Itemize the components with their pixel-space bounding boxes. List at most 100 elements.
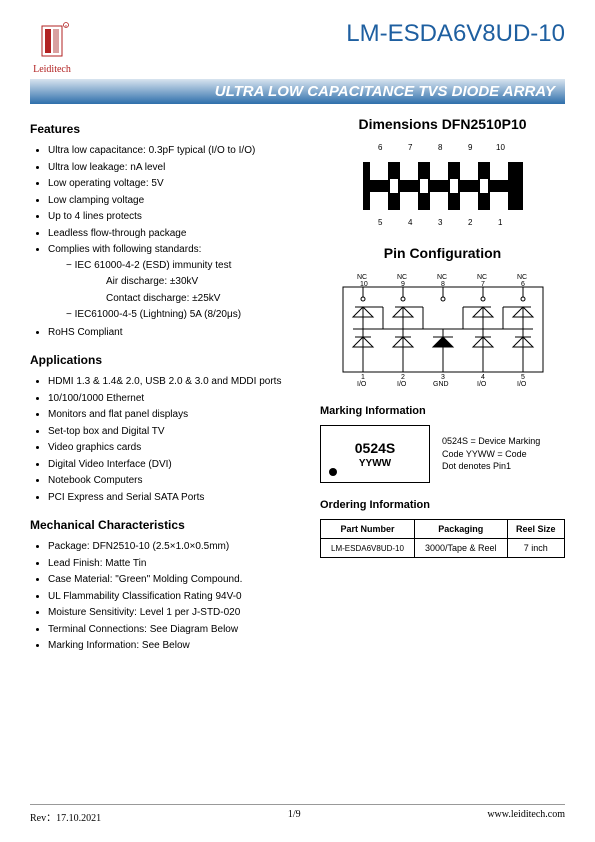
application-item: PCI Express and Serial SATA Ports (48, 491, 300, 505)
mechanical-item: Moisture Sensitivity: Level 1 per J-STD-… (48, 606, 300, 620)
standard-sub: Air discharge: ±30kV (106, 275, 300, 289)
table-cell: 3000/Tape & Reel (415, 539, 508, 558)
standard-item: IEC61000-4-5 (Lightning) 5A (8/20μs) (66, 308, 300, 322)
application-item: Monitors and flat panel displays (48, 408, 300, 422)
svg-text:4: 4 (481, 374, 485, 381)
marking-yyww: YYWW (359, 458, 391, 469)
mechanical-list: Package: DFN2510-10 (2.5×1.0×0.5mm) Lead… (30, 540, 300, 653)
feature-item: Up to 4 lines protects (48, 210, 300, 224)
mechanical-item: Case Material: "Green" Molding Compound. (48, 573, 300, 587)
marking-desc-line: 0524S = Device Marking (442, 435, 540, 448)
dimensions-heading: Dimensions DFN2510P10 (320, 116, 565, 132)
svg-text:I/O: I/O (397, 381, 407, 388)
application-item: Video graphics cards (48, 441, 300, 455)
application-item: 10/100/1000 Ethernet (48, 392, 300, 406)
mechanical-item: Marking Information: See Below (48, 639, 300, 653)
standard-item: IEC 61000-4-2 (ESD) immunity test (66, 259, 300, 273)
svg-text:NC: NC (437, 274, 447, 281)
mechanical-item: Terminal Connections: See Diagram Below (48, 623, 300, 637)
svg-text:NC: NC (517, 274, 527, 281)
dimensions-diagram: 6 7 8 9 10 5 4 3 2 1 (338, 140, 548, 235)
svg-text:5: 5 (521, 374, 525, 381)
svg-text:8: 8 (438, 143, 443, 152)
feature-item: Complies with following standards: (48, 243, 300, 257)
footer: Rev：17.10.2021 1/9 www.leiditech.com (30, 804, 565, 824)
pin-config-diagram: NC10 NC9 NC8 NC7 NC6 (333, 269, 553, 389)
header: R Leiditech LM-ESDA6V8UD-10 (30, 20, 565, 75)
feature-item: Leadless flow-through package (48, 227, 300, 241)
application-item: Notebook Computers (48, 474, 300, 488)
feature-item: Low clamping voltage (48, 194, 300, 208)
footer-url: www.leiditech.com (487, 809, 565, 824)
svg-text:2: 2 (401, 374, 405, 381)
applications-list: HDMI 1.3 & 1.4& 2.0, USB 2.0 & 3.0 and M… (30, 375, 300, 504)
svg-text:NC: NC (357, 274, 367, 281)
svg-text:7: 7 (408, 143, 413, 152)
standards-list: IEC 61000-4-2 (ESD) immunity test Air di… (48, 259, 300, 322)
left-column: Features Ultra low capacitance: 0.3pF ty… (30, 116, 300, 667)
mechanical-heading: Mechanical Characteristics (30, 518, 300, 532)
feature-item: RoHS Compliant (48, 326, 300, 340)
table-header: Packaging (415, 520, 508, 539)
part-number: LM-ESDA6V8UD-10 (346, 20, 565, 48)
svg-text:8: 8 (441, 281, 445, 288)
svg-text:I/O: I/O (517, 381, 527, 388)
marking-info: 0524S YYWW 0524S = Device Marking Code Y… (320, 425, 565, 483)
footer-rev: Rev：17.10.2021 (30, 809, 101, 824)
table-cell: 7 inch (507, 539, 564, 558)
svg-text:GND: GND (433, 381, 449, 388)
feature-item: Ultra low leakage: nA level (48, 161, 300, 175)
svg-text:I/O: I/O (477, 381, 487, 388)
svg-text:9: 9 (401, 281, 405, 288)
svg-text:10: 10 (360, 281, 368, 288)
features-heading: Features (30, 122, 300, 136)
marking-box: 0524S YYWW (320, 425, 430, 483)
svg-text:9: 9 (468, 143, 473, 152)
svg-text:3: 3 (438, 218, 443, 227)
ordering-heading: Ordering Information (320, 499, 565, 511)
application-item: Set-top box and Digital TV (48, 425, 300, 439)
applications-heading: Applications (30, 353, 300, 367)
logo-text: Leiditech (33, 64, 71, 75)
ordering-table: Part Number Packaging Reel Size LM-ESDA6… (320, 519, 565, 558)
svg-text:1: 1 (361, 374, 365, 381)
pin1-dot-icon (329, 468, 337, 476)
logo: R Leiditech (30, 20, 74, 75)
svg-text:NC: NC (477, 274, 487, 281)
table-header-row: Part Number Packaging Reel Size (321, 520, 565, 539)
right-column: Dimensions DFN2510P10 6 7 8 9 10 5 4 3 2… (320, 116, 565, 667)
svg-text:NC: NC (397, 274, 407, 281)
table-cell: LM-ESDA6V8UD-10 (321, 539, 415, 558)
marking-desc-line: Code YYWW = Code (442, 448, 540, 461)
footer-page: 1/9 (288, 809, 301, 824)
mechanical-item: UL Flammability Classification Rating 94… (48, 590, 300, 604)
logo-icon: R (30, 20, 74, 62)
application-item: HDMI 1.3 & 1.4& 2.0, USB 2.0 & 3.0 and M… (48, 375, 300, 389)
feature-item: Low operating voltage: 5V (48, 177, 300, 191)
feature-item: Ultra low capacitance: 0.3pF typical (I/… (48, 144, 300, 158)
svg-text:5: 5 (378, 218, 383, 227)
svg-text:7: 7 (481, 281, 485, 288)
svg-text:6: 6 (521, 281, 525, 288)
application-item: Digital Video Interface (DVI) (48, 458, 300, 472)
marking-heading: Marking Information (320, 405, 565, 417)
standard-sub: Contact discharge: ±25kV (106, 292, 300, 306)
marking-desc-line: Dot denotes Pin1 (442, 460, 540, 473)
features-list: Ultra low capacitance: 0.3pF typical (I/… (30, 144, 300, 257)
svg-text:6: 6 (378, 143, 383, 152)
mechanical-item: Package: DFN2510-10 (2.5×1.0×0.5mm) (48, 540, 300, 554)
content: Features Ultra low capacitance: 0.3pF ty… (30, 116, 565, 667)
svg-text:3: 3 (441, 374, 445, 381)
table-header: Reel Size (507, 520, 564, 539)
pin-config-heading: Pin Configuration (320, 245, 565, 261)
rohs-list: RoHS Compliant (30, 326, 300, 340)
marking-code: 0524S (355, 440, 395, 456)
svg-text:I/O: I/O (357, 381, 367, 388)
table-header: Part Number (321, 520, 415, 539)
svg-text:1: 1 (498, 218, 503, 227)
svg-text:10: 10 (496, 143, 505, 152)
mechanical-item: Lead Finish: Matte Tin (48, 557, 300, 571)
subtitle-bar: ULTRA LOW CAPACITANCE TVS DIODE ARRAY (30, 79, 565, 104)
table-row: LM-ESDA6V8UD-10 3000/Tape & Reel 7 inch (321, 539, 565, 558)
svg-text:4: 4 (408, 218, 413, 227)
